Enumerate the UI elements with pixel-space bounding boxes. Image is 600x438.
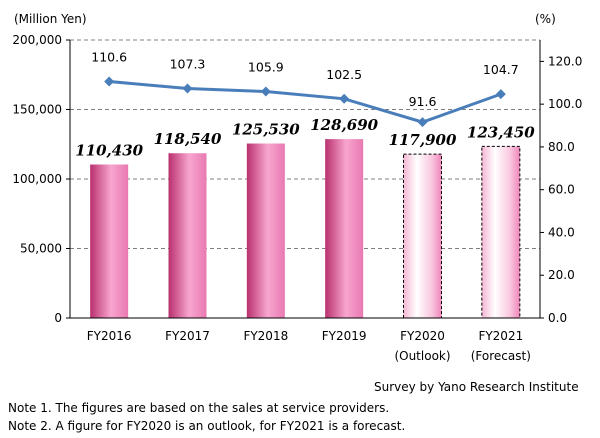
bar-value-label: 123,450 <box>467 123 535 141</box>
x-tick-label: FY2020 <box>400 329 445 343</box>
left-axis-tick-label: 200,000 <box>12 33 62 47</box>
axis-ticks: 0 50,000 100,000 150,000 200,000 0.0 20.0 40.0 6… <box>12 33 582 363</box>
x-tick-label: FY2018 <box>243 329 288 343</box>
x-tick-label: FY2021 <box>478 329 523 343</box>
ratio-point-label: 91.6 <box>409 94 437 109</box>
x-tick-label: FY2016 <box>87 329 132 343</box>
bar-value-label: 110,430 <box>75 142 143 160</box>
bar-fy2019 <box>325 139 364 318</box>
ratio-line-series <box>104 76 506 128</box>
left-axis-tick-label: 150,000 <box>12 103 62 117</box>
left-axis-unit-label: (Million Yen) <box>14 12 87 26</box>
note-2: Note 2. A figure for FY2020 is an outloo… <box>8 419 406 433</box>
left-axis-tick-label: 100,000 <box>12 172 62 186</box>
ratio-point-label: 110.6 <box>91 49 127 64</box>
right-axis-tick-label: 20.0 <box>548 268 575 282</box>
x-tick-label: FY2019 <box>322 329 367 343</box>
ratio-point-label: 107.3 <box>170 57 206 72</box>
x-tick-sublabel: (Outlook) <box>394 349 450 363</box>
bar-fy2021 <box>481 145 521 319</box>
right-axis-tick-label: 40.0 <box>548 225 575 239</box>
bar-value-label: 125,530 <box>232 121 300 139</box>
right-axis-tick-label: 80.0 <box>548 140 575 154</box>
ratio-point-marker <box>339 93 350 104</box>
bar-fy2016 <box>90 164 129 318</box>
bar-fy2017 <box>168 153 207 318</box>
right-axis-tick-label: 100.0 <box>548 97 582 111</box>
ratio-point-marker <box>260 86 271 97</box>
bar-value-label: 128,690 <box>310 116 378 134</box>
ratio-line <box>109 79 502 124</box>
bar-fy2020 <box>403 153 442 319</box>
right-axis-tick-label: 0.0 <box>548 311 567 325</box>
bars <box>90 139 521 319</box>
x-tick-label: FY2017 <box>165 329 210 343</box>
gridlines <box>70 39 540 249</box>
left-axis-tick-label: 0 <box>54 311 62 325</box>
left-axis-tick-label: 50,000 <box>20 242 62 256</box>
bar-value-label: 118,540 <box>154 130 222 148</box>
bar-fy2018 <box>246 143 285 318</box>
ratio-point-marker <box>104 76 115 87</box>
ratio-point-marker <box>495 89 506 100</box>
bar-value-label: 117,900 <box>389 131 457 149</box>
ratio-point-label: 102.5 <box>326 67 362 82</box>
note-1: Note 1. The figures are based on the sal… <box>8 401 390 415</box>
data-labels: 110,430 118,540 125,530 128,690 117,900 123,4… <box>75 49 535 159</box>
right-axis-unit-label: (%) <box>535 12 556 26</box>
ratio-point-label: 104.7 <box>483 62 519 77</box>
source-note: Survey by Yano Research Institute <box>374 380 579 394</box>
right-axis-tick-label: 60.0 <box>548 183 575 197</box>
ratio-point-label: 105.9 <box>248 60 284 75</box>
ratio-point-marker <box>417 117 428 128</box>
x-tick-sublabel: (Forecast) <box>471 349 531 363</box>
ratio-point-marker <box>182 83 193 94</box>
right-axis-tick-label: 120.0 <box>548 54 582 68</box>
